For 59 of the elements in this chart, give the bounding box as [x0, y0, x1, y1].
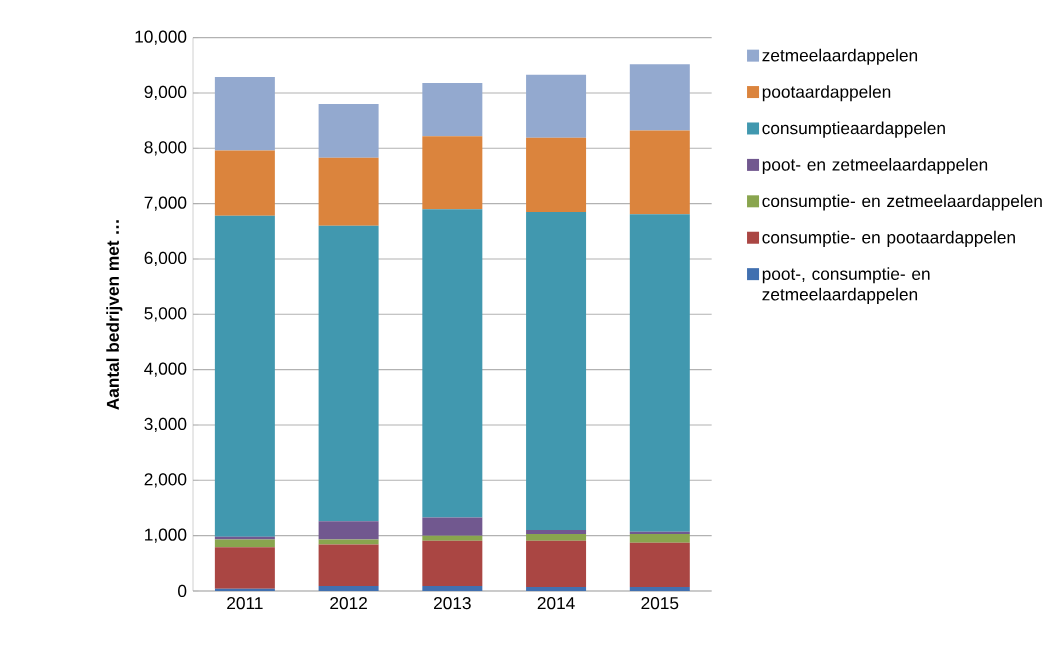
bar — [422, 586, 483, 591]
legend-label: consumptie- en pootaardappelen — [762, 230, 1015, 247]
bar — [214, 539, 275, 548]
bar — [629, 587, 690, 591]
x-tick-label: 2011 — [227, 597, 263, 610]
bar — [422, 209, 483, 518]
bar — [318, 521, 379, 540]
bar — [318, 586, 379, 591]
bar — [526, 530, 587, 534]
bar — [629, 542, 690, 588]
y-tick-label: 1,000 — [145, 528, 187, 543]
legend-label: consumptie- en zetmeelaardappelen — [762, 194, 1042, 211]
bar — [318, 104, 379, 158]
bar — [526, 540, 587, 588]
legend-label: zetmeelaardappelen — [762, 48, 918, 65]
bar — [318, 539, 379, 545]
legend-label: poot-, consumptie- en zetmeelaardappelen — [762, 267, 930, 304]
bar — [629, 130, 690, 215]
legend-label: consumptieaardappelen — [762, 121, 945, 138]
y-tick-label: 6,000 — [144, 251, 187, 267]
y-tick-label: 4,000 — [144, 362, 187, 377]
y-tick-label: 7,000 — [144, 196, 187, 211]
y-tick-label: 8,000 — [144, 141, 187, 156]
bar — [526, 74, 587, 138]
bar — [318, 544, 379, 586]
bar — [422, 517, 483, 536]
legend-label: poot- en zetmeelaardappelen — [762, 158, 988, 175]
y-tick-label: 2,000 — [144, 473, 187, 488]
y-tick-label: 0 — [178, 584, 187, 598]
bar — [629, 64, 690, 131]
bar — [214, 536, 275, 540]
bar — [214, 76, 275, 151]
y-tick-label: 3,000 — [144, 417, 187, 433]
y-tick-label: 5,000 — [144, 307, 187, 322]
bar — [214, 215, 275, 537]
bar — [214, 588, 275, 591]
bar — [422, 535, 483, 541]
x-tick-label: 2015 — [641, 597, 679, 610]
bar — [422, 83, 483, 137]
y-tick-label: 10,000 — [135, 30, 187, 45]
bar — [318, 225, 379, 522]
x-tick-label: 2013 — [434, 597, 471, 610]
bar — [526, 533, 587, 541]
bar — [422, 540, 483, 586]
legend-label: pootaardappelen — [762, 85, 891, 102]
bar — [526, 137, 587, 212]
bar — [526, 587, 587, 591]
x-tick-label: 2012 — [330, 597, 367, 610]
x-tick-label: 2014 — [537, 597, 575, 610]
bar — [629, 214, 690, 532]
y-axis-title: Aantal bedrijven met … — [106, 220, 123, 410]
bar — [629, 533, 690, 543]
bar — [214, 547, 275, 589]
bar — [214, 150, 275, 216]
bar — [526, 211, 587, 531]
bar — [629, 531, 690, 534]
bar — [422, 136, 483, 210]
y-tick-label: 9,000 — [144, 85, 187, 101]
bar — [318, 157, 379, 226]
